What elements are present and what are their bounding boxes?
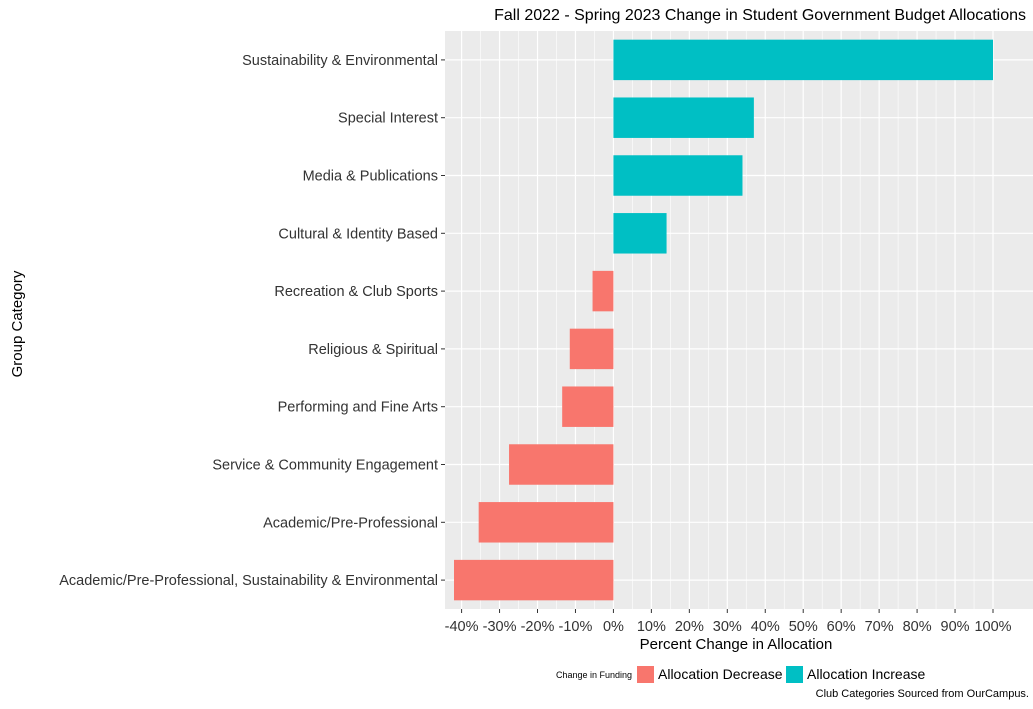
x-tick-label: -20% bbox=[521, 619, 555, 635]
x-axis-label: Percent Change in Allocation bbox=[640, 636, 833, 653]
y-tick-label: Academic/Pre-Professional, Sustainabilit… bbox=[59, 573, 438, 589]
bar bbox=[569, 328, 614, 370]
legend-title: Change in Funding bbox=[556, 670, 632, 680]
x-tick-label: -10% bbox=[559, 619, 593, 635]
chart-title: Fall 2022 - Spring 2023 Change in Studen… bbox=[494, 7, 1026, 24]
y-tick-label: Special Interest bbox=[338, 111, 438, 127]
legend-label: Allocation Decrease bbox=[658, 666, 783, 682]
x-axis: -40% -30% -20% -10% 0% 10% 20% 30% 40% 50% 60% 70% 8… bbox=[445, 609, 1012, 635]
y-tick-label: Religious & Spiritual bbox=[308, 342, 438, 358]
bar bbox=[613, 39, 993, 81]
y-axis: Sustainability & Environmental Special In… bbox=[59, 53, 445, 589]
x-tick-label: 100% bbox=[974, 619, 1011, 635]
x-tick-label: 90% bbox=[941, 619, 970, 635]
chart-caption: Club Categories Sourced from OurCampus. bbox=[816, 688, 1029, 700]
legend-label: Allocation Increase bbox=[807, 666, 926, 682]
x-tick-label: 20% bbox=[675, 619, 704, 635]
bar bbox=[454, 559, 614, 601]
x-tick-label: 60% bbox=[827, 619, 856, 635]
y-tick-label: Cultural & Identity Based bbox=[278, 226, 438, 242]
bar bbox=[509, 444, 614, 485]
bar bbox=[613, 155, 743, 196]
x-tick-label: 70% bbox=[865, 619, 894, 635]
y-tick-label: Sustainability & Environmental bbox=[242, 53, 438, 69]
y-tick-label: Media & Publications bbox=[303, 169, 438, 185]
y-tick-label: Service & Community Engagement bbox=[212, 458, 438, 474]
x-tick-label: 30% bbox=[713, 619, 742, 635]
bar bbox=[592, 270, 614, 312]
bar bbox=[562, 386, 614, 427]
x-tick-label: 10% bbox=[637, 619, 666, 635]
y-tick-label: Academic/Pre-Professional bbox=[263, 515, 438, 531]
legend-swatch bbox=[786, 666, 803, 683]
x-tick-label: -30% bbox=[483, 619, 517, 635]
y-tick-label: Recreation & Club Sports bbox=[274, 284, 438, 300]
x-tick-label: 50% bbox=[789, 619, 818, 635]
bar bbox=[478, 502, 614, 543]
legend-swatch bbox=[637, 666, 654, 683]
y-axis-label: Group Category bbox=[9, 270, 26, 377]
x-tick-label: 0% bbox=[603, 619, 624, 635]
x-tick-label: -40% bbox=[445, 619, 479, 635]
x-tick-label: 80% bbox=[903, 619, 932, 635]
bars bbox=[454, 39, 993, 601]
legend: Change in Funding Allocation Decrease All… bbox=[556, 666, 926, 683]
y-tick-label: Performing and Fine Arts bbox=[278, 400, 438, 416]
bar bbox=[613, 97, 754, 138]
x-tick-label: 40% bbox=[751, 619, 780, 635]
bar bbox=[613, 213, 667, 254]
